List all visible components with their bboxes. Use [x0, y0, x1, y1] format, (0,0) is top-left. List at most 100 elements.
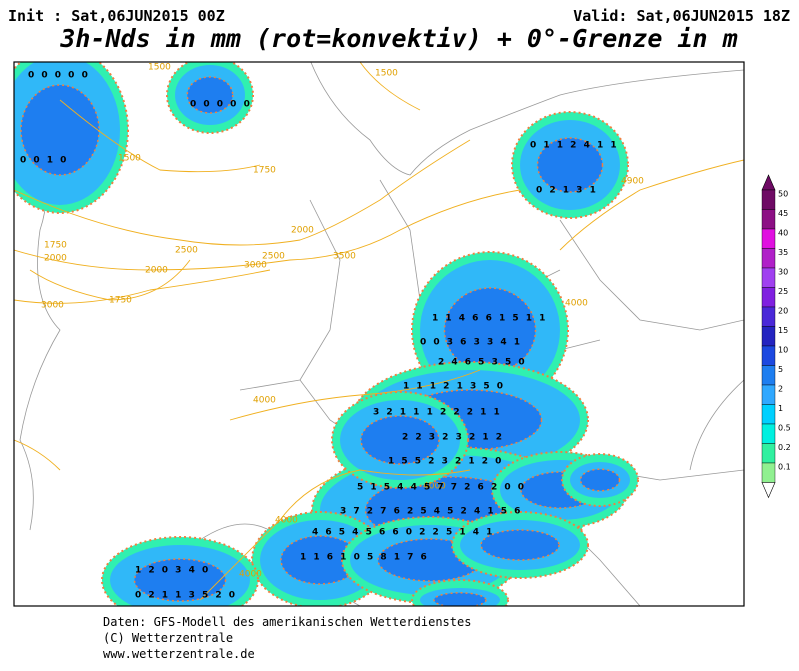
contour-line [59, 99, 261, 173]
footer-line: Daten: GFS-Modell des amerikanischen Wet… [103, 615, 471, 629]
contour-label: 1500 [148, 63, 171, 73]
legend-swatch [761, 287, 776, 308]
contour-label: 4000 [423, 482, 446, 492]
legend-swatch [761, 228, 776, 249]
contour-label: 3000 [244, 261, 267, 271]
precip-area [579, 468, 621, 492]
contour-line [229, 369, 481, 421]
legend-label: 20 [778, 307, 788, 316]
legend-cap [761, 174, 776, 191]
legend-label: 1 [778, 404, 783, 413]
contour-line [29, 259, 191, 301]
legend-swatch [761, 443, 776, 464]
contour-label: 4000 [565, 299, 588, 309]
border [239, 379, 301, 391]
legend-swatch [761, 267, 776, 288]
footer-line: (C) Wetterzentrale [103, 631, 233, 645]
precip-area [433, 592, 487, 606]
precip-label: 2 4 6 5 3 5 0 [438, 358, 527, 368]
precip-label: 0 2 1 3 1 [536, 186, 598, 196]
precip-label: 1 2 0 3 4 0 [135, 566, 210, 576]
contour-line [14, 139, 471, 246]
precip-area [20, 84, 100, 176]
precip-area [443, 287, 537, 373]
precip-label: 1 1 6 1 0 5 8 1 7 6 [300, 553, 429, 563]
precip-label: 2 2 3 2 3 2 1 2 [402, 433, 504, 443]
precip-label: 0 2 1 1 3 5 2 0 [135, 591, 237, 601]
precip-label: 0 0 0 0 0 [28, 71, 90, 81]
precip-area [360, 415, 440, 465]
legend-swatch [761, 384, 776, 405]
precip-label: 1 1 1 2 1 3 5 0 [403, 382, 505, 392]
legend-label: 10 [778, 346, 788, 355]
contour-label: 3500 [333, 252, 356, 262]
legend-cap [761, 482, 776, 499]
precip-area [186, 76, 234, 114]
freezing-level-contours [14, 62, 744, 601]
legend-swatch [761, 423, 776, 444]
contour-label: 1750 [109, 296, 132, 306]
legend-swatch [761, 345, 776, 366]
legend-swatch [761, 365, 776, 386]
contour-line [14, 189, 521, 271]
map-area: 1500 1500 1500 1750 1750 1750 2000 2000 2000 2500… [14, 62, 744, 606]
contour-line [359, 62, 421, 111]
legend-label: 25 [778, 287, 788, 296]
legend-label: 0.5 [778, 424, 791, 433]
precip-label: 1 5 5 2 3 2 1 2 0 [388, 457, 503, 467]
precip-label: 3 2 1 1 1 2 2 2 1 1 [373, 408, 502, 418]
valid-time: Valid: Sat,06JUN2015 18Z [573, 7, 790, 25]
contour-label: 4000 [239, 570, 262, 580]
contour-label: 1500 [118, 154, 141, 164]
contour-label: 2000 [44, 254, 67, 264]
legend-swatch [761, 248, 776, 269]
precip-label: 0 1 1 2 4 1 1 [530, 141, 619, 151]
contour-label: 2500 [175, 246, 198, 256]
contour-line [559, 159, 744, 251]
contour-line [14, 269, 271, 304]
contour-label: 2500 [262, 252, 285, 262]
contour-label: 4000 [275, 516, 298, 526]
legend-label: 0.1 [778, 463, 791, 472]
init-time: Init : Sat,06JUN2015 00Z [8, 7, 225, 25]
legend-label: 45 [778, 209, 788, 218]
legend-swatch [761, 209, 776, 230]
precip-label: 0 0 0 0 0 [190, 100, 252, 110]
contour-label: 1500 [375, 69, 398, 79]
legend-label: 2 [778, 385, 783, 394]
legend-label: 30 [778, 268, 788, 277]
legend-label: 50 [778, 190, 788, 199]
legend-label: 5 [778, 365, 783, 374]
contour-label: 3000 [41, 301, 64, 311]
map-frame [13, 61, 745, 607]
contour-label: 2000 [145, 266, 168, 276]
contour-line [199, 469, 471, 601]
contour-label: 2000 [291, 226, 314, 236]
legend-label: 0.2 [778, 443, 791, 452]
precip-label: 4 6 5 4 5 6 6 0 2 2 5 1 4 1 [312, 528, 494, 538]
contour-label: 4900 [621, 177, 644, 187]
contour-label: 4000 [253, 396, 276, 406]
precip-area [536, 137, 604, 193]
contour-label: 1750 [44, 241, 67, 251]
contour-line [14, 439, 61, 471]
precip-area [133, 558, 227, 602]
legend-label: 35 [778, 248, 788, 257]
legend-swatch [761, 306, 776, 327]
legend-label: 15 [778, 326, 788, 335]
precip-label: 3 7 2 7 6 2 5 4 5 2 4 1 5 6 [340, 507, 522, 517]
legend-swatch [761, 462, 776, 483]
legend-swatch [761, 189, 776, 210]
legend-swatch [761, 326, 776, 347]
coastline [310, 62, 744, 176]
contour-label: 1750 [253, 166, 276, 176]
legend-swatch [761, 404, 776, 425]
color-legend: 50 45 40 35 30 25 20 15 10 5 2 1 0.5 0.2 0.1 [761, 174, 791, 499]
precip-label: 0 0 3 6 3 3 4 1 [420, 338, 522, 348]
legend-label: 40 [778, 229, 788, 238]
precip-label: 5 1 5 4 4 5 7 7 2 6 2 0 0 [357, 483, 526, 493]
precip-label: 1 1 4 6 6 1 5 1 1 [432, 314, 547, 324]
border [689, 379, 744, 471]
